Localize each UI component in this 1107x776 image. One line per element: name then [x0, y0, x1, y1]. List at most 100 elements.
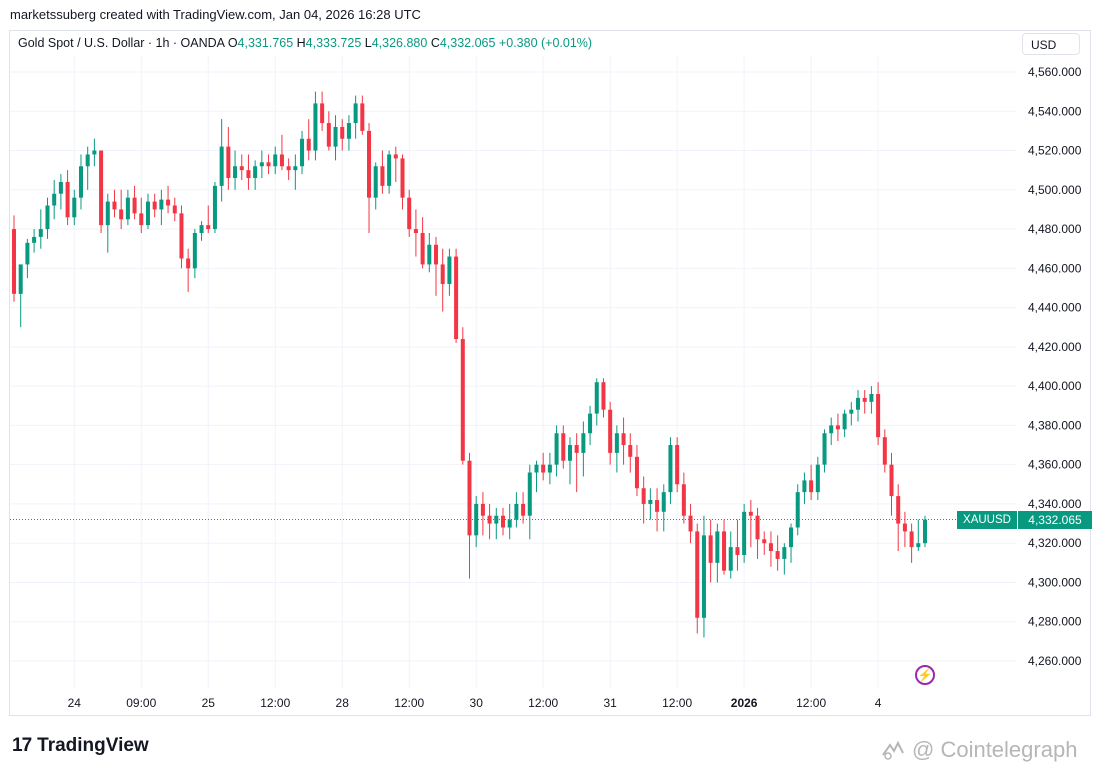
y-tick-label: 4,320.000	[1028, 536, 1082, 550]
legend-low-key: L	[364, 36, 372, 50]
y-tick-label: 4,340.000	[1028, 497, 1082, 511]
candle-body	[11, 229, 17, 294]
candle-body	[608, 409, 613, 453]
candle-body	[206, 225, 211, 230]
candle-body	[480, 503, 485, 516]
legend-close-value: 4,332.065	[439, 36, 496, 50]
candle-body	[219, 146, 224, 186]
candle-body	[581, 433, 586, 453]
candle-body	[58, 181, 63, 194]
candle-body	[588, 413, 593, 434]
candle-body	[32, 236, 37, 243]
candle-body	[326, 123, 331, 147]
candle-body	[748, 511, 753, 516]
candle-body	[306, 138, 311, 151]
candle-body	[688, 515, 693, 532]
candles	[11, 91, 928, 638]
candle-body	[614, 433, 619, 453]
x-tick-label: 12:00	[394, 696, 424, 710]
x-tick-label: 31	[603, 696, 617, 710]
y-tick-label: 4,280.000	[1028, 615, 1082, 629]
candle-body	[869, 393, 874, 402]
candle-body	[487, 515, 492, 524]
candle-body	[541, 464, 546, 473]
candle-body	[922, 519, 928, 544]
candle-body	[755, 515, 760, 540]
x-tick-label: 24	[68, 696, 82, 710]
x-tick-label: 12:00	[528, 696, 558, 710]
legend-change: +0.380 (+0.01%)	[498, 36, 593, 50]
candle-body	[52, 193, 57, 206]
candle-body	[648, 500, 653, 504]
candle-body	[594, 382, 599, 414]
tradingview-mark-icon: 17	[12, 735, 32, 756]
y-tick-label: 4,560.000	[1028, 65, 1082, 79]
candle-body	[45, 205, 50, 230]
candle-body	[514, 503, 519, 520]
candle-body	[454, 256, 459, 340]
candle-body	[655, 500, 660, 512]
candle-body	[166, 199, 171, 206]
candle-body	[233, 166, 238, 179]
candle-body	[172, 205, 177, 214]
candle-body	[125, 197, 130, 220]
legend-open-value: 4,331.765	[237, 36, 294, 50]
y-tick-label: 4,400.000	[1028, 379, 1082, 393]
candle-body	[909, 531, 914, 548]
candle-body	[896, 496, 901, 524]
currency-button[interactable]: USD	[1022, 33, 1080, 55]
candle-body	[259, 162, 264, 167]
candle-body	[72, 197, 77, 218]
candle-body	[775, 551, 780, 559]
candle-body	[842, 413, 847, 430]
candle-body	[809, 480, 814, 493]
candle-body	[85, 154, 90, 167]
candle-body	[460, 339, 465, 461]
candle-body	[668, 445, 673, 493]
y-tick-label: 4,500.000	[1028, 183, 1082, 197]
candle-body	[346, 123, 351, 139]
candle-body	[99, 150, 104, 226]
candle-body	[728, 547, 733, 571]
candle-body	[212, 185, 217, 230]
candle-body	[373, 166, 378, 198]
candle-body	[768, 543, 773, 552]
x-tick-label: 28	[336, 696, 350, 710]
candle-body	[239, 166, 244, 171]
x-tick-label: 12:00	[260, 696, 290, 710]
candle-body	[293, 166, 298, 171]
candle-body	[400, 158, 405, 198]
axes: 4,260.000 4,280.000 4,300.000 4,320.000 4,34…	[10, 65, 1082, 710]
candle-body	[876, 393, 881, 438]
candle-body	[621, 433, 626, 446]
cointelegraph-icon	[882, 740, 904, 760]
candle-body	[152, 201, 157, 210]
candle-body	[815, 464, 820, 493]
candle-body	[789, 527, 794, 548]
x-tick-label: 2026	[731, 696, 758, 710]
candle-body	[179, 213, 184, 259]
candle-body	[340, 126, 345, 139]
y-tick-label: 4,480.000	[1028, 222, 1082, 236]
candle-body	[92, 150, 97, 155]
tradingview-logo[interactable]: 17 TradingView	[12, 735, 149, 757]
candle-body	[675, 445, 680, 485]
candle-body	[641, 488, 646, 504]
candle-body	[112, 201, 117, 210]
lightning-icon[interactable]: ⚡	[915, 665, 935, 685]
candle-body	[273, 154, 278, 167]
candle-body	[78, 166, 83, 198]
candle-body	[393, 154, 398, 159]
y-tick-label: 4,520.000	[1028, 144, 1082, 158]
candle-body	[333, 126, 338, 147]
y-tick-label: 4,260.000	[1028, 654, 1082, 668]
candle-body	[554, 433, 559, 465]
candle-body	[407, 197, 412, 230]
candle-body	[527, 472, 532, 516]
candle-body	[474, 503, 479, 536]
x-tick-label: 12:00	[662, 696, 692, 710]
candle-body	[708, 535, 713, 563]
x-tick-label: 25	[202, 696, 216, 710]
